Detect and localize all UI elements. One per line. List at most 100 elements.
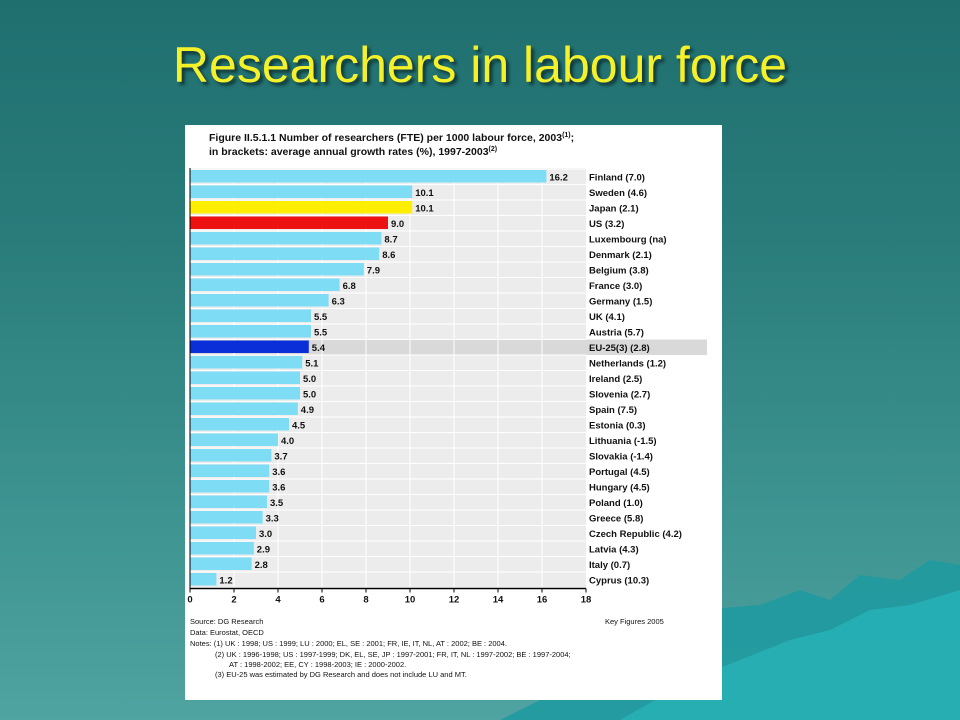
category-label: Netherlands (1.2) [589,359,666,370]
category-label: Portugal (4.5) [589,467,650,478]
category-label: Germany (1.5) [589,297,652,308]
figure-title-line1: Figure II.5.1.1 Number of researchers (F… [209,132,574,144]
category-label: Latvia (4.3) [589,545,639,556]
bar-value-label: 3.5 [270,498,284,509]
bar-value-label: 4.5 [292,421,306,432]
category-label: Finland (7.0) [589,173,645,184]
key-figures-note: Key Figures 2005 [605,617,664,626]
category-label: Cyprus (10.3) [589,576,649,587]
bar-value-label: 9.0 [391,219,404,230]
x-tick-label: 8 [363,595,368,606]
category-label: Denmark (2.1) [589,250,652,261]
category-label: Hungary (4.5) [589,483,650,494]
footnote-1: Notes: (1) UK : 1998; US : 1999; LU : 20… [190,639,507,648]
bar [190,232,382,245]
x-tick-label: 18 [581,595,592,606]
bar-value-label: 3.6 [272,483,285,494]
bar-value-label: 2.9 [257,545,270,556]
bar [190,371,300,384]
category-label: Greece (5.8) [589,514,643,525]
bar-value-label: 10.1 [415,204,434,215]
category-label: Japan (2.1) [589,204,639,215]
bar [190,309,311,322]
data-note: Data: Eurostat, OECD [190,628,264,637]
category-label: Sweden (4.6) [589,188,647,199]
footnote-3: (3) EU-25 was estimated by DG Research a… [215,670,467,679]
bar [190,201,413,214]
bar-value-label: 8.6 [382,250,395,261]
category-label: Italy (0.7) [589,560,630,571]
bar [190,278,340,291]
x-tick-label: 12 [449,595,460,606]
x-tick-label: 6 [319,595,324,606]
category-label: Spain (7.5) [589,405,637,416]
bar [190,402,298,415]
bar [190,418,289,431]
bar-value-label: 3.3 [266,514,279,525]
bar-value-label: 5.1 [305,359,319,370]
bar [190,495,267,508]
category-label: Poland (1.0) [589,498,643,509]
x-tick-label: 2 [231,595,236,606]
category-label: EU-25(3) (2.8) [589,343,650,354]
bar-value-label: 2.8 [255,560,268,571]
eu25-highlight-band [190,339,707,355]
x-tick-label: 0 [187,595,192,606]
bar-value-label: 1.2 [219,576,232,587]
bar-value-label: 5.5 [314,312,328,323]
bar [190,294,329,307]
category-label: Belgium (3.8) [589,266,649,277]
source-note: Source: DG Research [190,617,263,626]
category-label: Slovakia (-1.4) [589,452,653,463]
bar [190,387,300,400]
bar-value-label: 5.0 [303,374,316,385]
category-label: Lithuania (-1.5) [589,436,657,447]
bar [190,557,252,570]
bar [190,464,270,477]
x-tick-label: 4 [275,595,281,606]
bar-value-label: 4.9 [301,405,314,416]
category-label: US (3.2) [589,219,624,230]
x-tick-label: 14 [493,595,504,606]
category-label: Ireland (2.5) [589,374,642,385]
bar [190,511,263,524]
category-label: Czech Republic (4.2) [589,529,682,540]
category-label: Estonia (0.3) [589,421,646,432]
bar [190,449,272,462]
category-label: Austria (5.7) [589,328,644,339]
bar-value-label: 10.1 [415,188,434,199]
x-tick-label: 16 [537,595,548,606]
bar [190,480,270,493]
bar-value-label: 8.7 [384,235,397,246]
bar-value-label: 6.8 [343,281,356,292]
bar [190,526,256,539]
bar [190,263,364,276]
category-label: Luxembourg (na) [589,235,667,246]
bar [190,247,380,260]
bar [190,216,388,229]
bar-value-label: 5.0 [303,390,316,401]
bar-value-label: 5.4 [312,343,326,354]
bar-value-label: 3.6 [272,467,285,478]
bar-value-label: 7.9 [367,266,380,277]
bar-value-label: 5.5 [314,328,328,339]
bar [190,356,303,369]
bar [190,340,309,353]
bar-value-label: 16.2 [549,173,568,184]
chart-figure: Figure II.5.1.1 Number of researchers (F… [185,125,722,700]
footnote-2: (2) UK : 1996-1998; US : 1997-1999; DK, … [215,650,571,659]
bar-value-label: 6.3 [332,297,345,308]
category-label: Slovenia (2.7) [589,390,650,401]
bar [190,433,278,446]
bar [190,573,217,586]
slide-title: Researchers in labour force [172,37,788,93]
bar-value-label: 3.7 [274,452,287,463]
bar [190,170,547,183]
bar-value-label: 3.0 [259,529,272,540]
category-label: UK (4.1) [589,312,625,323]
x-tick-label: 10 [405,595,416,606]
bar [190,542,254,555]
bar-chart: Figure II.5.1.1 Number of researchers (F… [187,132,707,679]
bar [190,185,413,198]
bar-value-label: 4.0 [281,436,294,447]
